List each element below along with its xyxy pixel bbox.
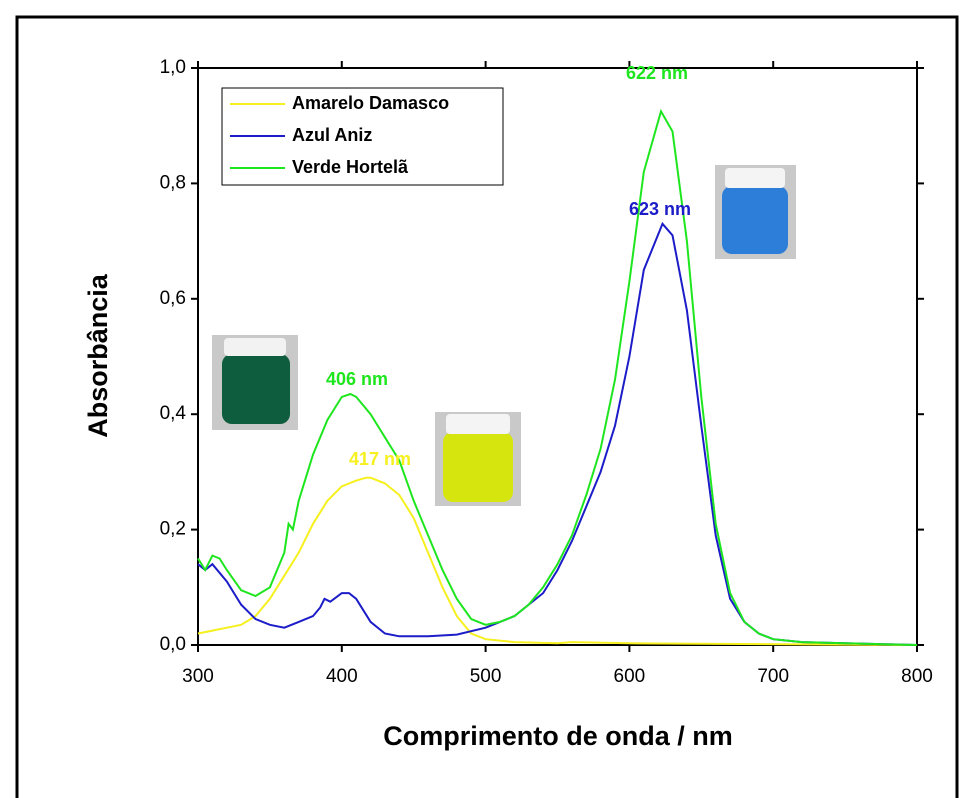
y-axis-label: Absorbância <box>83 273 113 438</box>
series-line <box>198 224 917 645</box>
jar-green <box>212 335 298 430</box>
chart: Comprimento de onda / nm Absorbância 300… <box>0 0 976 798</box>
x-tick-label: 700 <box>757 666 789 687</box>
annotation: 623 nm <box>629 199 691 219</box>
legend-label: Verde Hortelã <box>292 157 409 177</box>
y-tick-label: 0,2 <box>160 519 186 540</box>
x-tick-label: 300 <box>182 666 214 687</box>
legend-label: Amarelo Damasco <box>292 93 449 113</box>
y-tick-label: 0,8 <box>160 172 186 193</box>
jar-blue <box>715 165 796 259</box>
x-tick-label: 500 <box>470 666 502 687</box>
series-line <box>198 111 917 645</box>
x-tick-label: 600 <box>614 666 646 687</box>
annotation: 622 nm <box>626 63 688 83</box>
x-tick-label: 800 <box>901 666 933 687</box>
y-tick-label: 0,0 <box>160 634 186 655</box>
x-axis-label: Comprimento de onda / nm <box>383 721 733 751</box>
y-tick-label: 1,0 <box>160 57 186 78</box>
x-tick-label: 400 <box>326 666 358 687</box>
annotation: 406 nm <box>326 369 388 389</box>
legend-label: Azul Aniz <box>292 125 372 145</box>
y-tick-label: 0,6 <box>160 288 186 309</box>
page: Comprimento de onda / nm Absorbância 300… <box>0 0 976 798</box>
annotation: 417 nm <box>349 449 411 469</box>
y-tick-label: 0,4 <box>160 403 187 424</box>
jar-yellow <box>435 412 521 506</box>
